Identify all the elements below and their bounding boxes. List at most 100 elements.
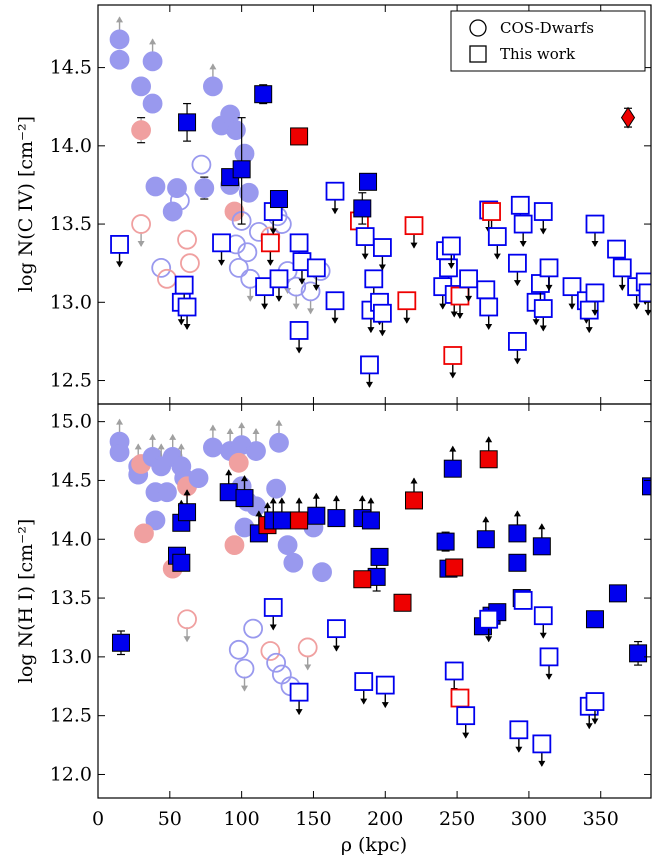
square-marker: [177, 297, 197, 317]
this-work-point: [372, 303, 392, 337]
this-work-point: [254, 84, 273, 105]
limit-arrow-head: [633, 303, 641, 310]
hi-ytick-label: 14.5: [50, 469, 92, 491]
square-marker: [232, 160, 251, 179]
square-marker: [235, 489, 254, 508]
limit-arrow-head: [116, 418, 124, 425]
square-marker: [509, 720, 529, 740]
cos-dwarfs-point: [131, 117, 151, 144]
this-work-point: [459, 269, 478, 302]
limit-arrow-head: [226, 428, 234, 435]
this-work-point: [533, 299, 553, 332]
this-work-point: [533, 202, 553, 235]
limit-arrow-head: [482, 516, 490, 523]
limit-arrow-head: [485, 436, 493, 443]
limit-arrow-head: [295, 497, 303, 504]
cos-dwarfs-point: [109, 49, 130, 70]
square-marker: [441, 236, 461, 256]
limit-arrow-head: [513, 510, 521, 517]
circle-marker: [203, 76, 223, 97]
this-work-point: [405, 477, 423, 510]
legend-label-cos-dwarfs: COS-Dwarfs: [500, 19, 594, 37]
circle-marker: [142, 51, 163, 72]
square-marker: [443, 346, 463, 365]
this-work-point: [235, 475, 254, 508]
xtick-label: 150: [295, 808, 331, 830]
circle-marker: [248, 221, 269, 242]
cos-dwarfs-point: [180, 253, 200, 274]
circle-marker: [157, 268, 177, 289]
cos-dwarfs-point: [162, 201, 183, 222]
square-marker: [508, 332, 527, 351]
this-work-point: [355, 227, 375, 260]
circle-marker: [266, 652, 287, 673]
square-marker: [532, 537, 551, 556]
cos-dwarfs-point: [237, 242, 258, 263]
circle-marker: [246, 441, 266, 461]
civ-y-axis-label: log N(C IV) [cm⁻²]: [15, 116, 37, 292]
circle-marker: [228, 257, 249, 278]
square-marker: [327, 619, 346, 639]
circle-marker: [145, 176, 166, 197]
square-marker: [439, 258, 458, 278]
square-marker: [361, 511, 380, 530]
square-marker: [404, 216, 424, 236]
square-marker: [539, 258, 559, 278]
hi-y-ticks: 12.0 12.5 13.0 13.5 14.0 14.5 15.0: [50, 404, 651, 798]
this-work-point: [443, 445, 462, 478]
this-work-point: [290, 497, 309, 530]
square-marker: [508, 553, 527, 572]
circle-marker: [134, 523, 154, 544]
limit-arrow-head: [410, 242, 418, 249]
cos-dwarfs-point: [142, 93, 163, 114]
limit-arrow-head: [261, 303, 269, 310]
this-work-point: [289, 321, 309, 354]
cos-dwarfs-point: [243, 618, 264, 639]
limit-arrow-head: [331, 208, 339, 215]
circle-marker: [145, 510, 166, 531]
circle-marker: [109, 49, 130, 70]
square-marker: [638, 283, 651, 303]
cos-dwarfs-point: [109, 16, 130, 50]
this-work-point: [487, 227, 507, 260]
legend-box: [450, 10, 646, 72]
cos-dwarfs-point: [234, 658, 255, 692]
this-work-point: [353, 192, 372, 225]
this-work-point: [585, 692, 605, 725]
limit-arrow-head: [269, 624, 277, 631]
square-marker: [607, 239, 626, 259]
square-marker: [372, 238, 392, 257]
limit-arrow-head: [137, 241, 145, 248]
this-work-point: [289, 682, 309, 716]
square-marker: [219, 483, 238, 502]
circle-marker: [312, 562, 332, 583]
circle-marker: [131, 214, 151, 234]
this-work-point: [212, 233, 231, 266]
cos-dwarfs-point: [224, 535, 245, 556]
panel-hi: 12.0 12.5 13.0 13.5 14.0 14.5 15.0 log N(H I) …: [15, 403, 652, 799]
this-work-point: [307, 492, 326, 525]
this-work-point: [359, 172, 378, 191]
cos-dwarfs-point: [277, 535, 298, 556]
circle-marker: [243, 618, 264, 639]
cos-dwarfs-point: [145, 176, 166, 197]
circle-marker: [169, 190, 190, 211]
limit-arrow-head: [585, 723, 593, 730]
this-work-point: [360, 355, 379, 388]
circle-marker: [238, 182, 259, 203]
cos-dwarfs-point: [191, 154, 212, 175]
this-work-point: [539, 647, 559, 680]
this-work-point: [327, 495, 346, 528]
circle-marker: [188, 468, 209, 488]
square-marker: [178, 113, 197, 132]
panel-civ: 12.5 13.0 13.5 14.0 14.5 log N(C IV) [cm⁻²]: [15, 4, 652, 405]
this-work-point: [532, 523, 551, 556]
legend-square-marker: [469, 45, 487, 63]
civ-ytick-label: 12.5: [50, 370, 92, 392]
limit-arrow-head: [241, 685, 249, 692]
this-work-point: [353, 570, 372, 589]
this-work-point: [290, 127, 309, 146]
limit-arrow-head: [149, 38, 157, 45]
this-work-point: [110, 234, 129, 268]
